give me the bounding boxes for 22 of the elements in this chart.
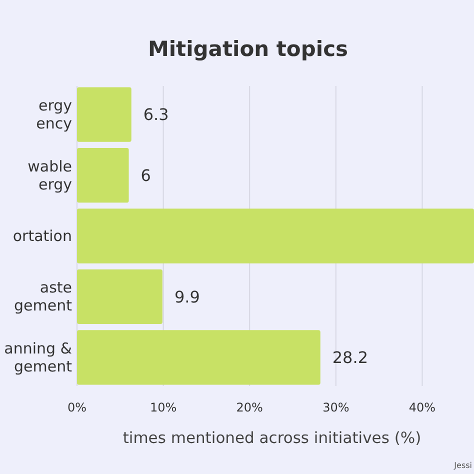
x-tick-label: 40%	[408, 400, 436, 415]
x-tick-label: 30%	[322, 400, 350, 415]
y-tick-label: ortation	[12, 227, 72, 245]
data-label: 6	[140, 166, 151, 185]
bar	[77, 330, 320, 385]
y-tick-label: ergy ency	[36, 96, 72, 133]
bar	[77, 269, 162, 324]
bar	[77, 148, 129, 203]
chart-title: Mitigation topics	[148, 37, 348, 61]
y-tick-label: wable ergy	[28, 157, 72, 194]
x-axis-title: times mentioned across initiatives (%)	[122, 429, 422, 447]
x-tick-label: 10%	[150, 400, 177, 415]
data-label: 9.9	[174, 287, 200, 306]
bar	[77, 87, 132, 142]
x-tick-label: 0%	[67, 400, 87, 415]
data-label: 6.3	[143, 105, 169, 124]
text: Jessi	[453, 461, 472, 470]
data-label: 28.2	[332, 348, 368, 368]
y-tick-label: aste gement	[14, 278, 72, 315]
x-tick-label: 20%	[236, 400, 263, 415]
bar	[77, 208, 474, 264]
y-tick-label: anning & gement	[4, 339, 72, 376]
